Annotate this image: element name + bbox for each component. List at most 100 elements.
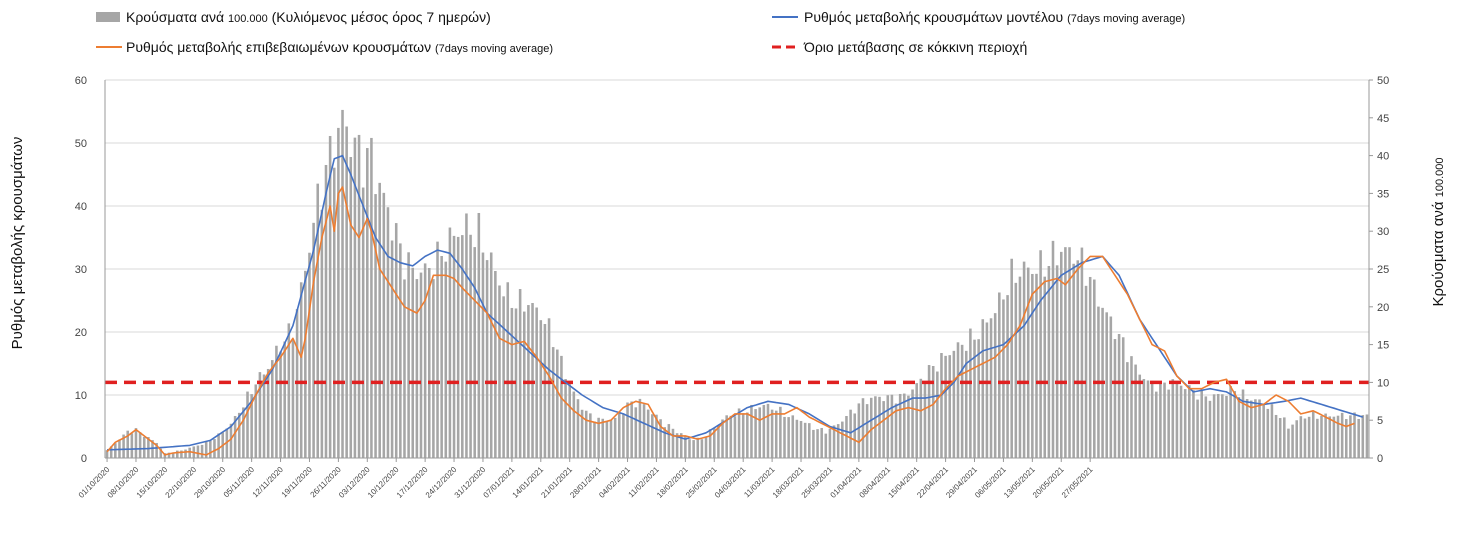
y-right-tick-label: 0 [1377, 453, 1383, 465]
bar [791, 415, 795, 458]
bar [1332, 416, 1336, 458]
bar [869, 397, 873, 458]
bar [403, 279, 406, 458]
bar [766, 403, 770, 458]
bar [836, 424, 840, 458]
bar [808, 423, 811, 458]
bar [114, 443, 117, 458]
bar [1258, 399, 1261, 458]
bar [915, 383, 918, 458]
bar [733, 416, 737, 458]
bar [679, 433, 683, 458]
bar [671, 428, 675, 458]
bar [440, 255, 443, 458]
bar [568, 384, 571, 458]
bar [258, 372, 262, 458]
bar [291, 339, 295, 458]
y-right-tick-label: 35 [1377, 188, 1389, 200]
bar [1105, 312, 1108, 458]
bar [357, 134, 361, 458]
y-left-title: Ρυθμός μεταβολής κρουσμάτων [9, 137, 26, 350]
bar [522, 311, 526, 458]
bar [675, 433, 679, 458]
bar [556, 349, 559, 458]
bar [246, 391, 249, 458]
bar [998, 292, 1001, 458]
bar [287, 323, 291, 458]
bar [931, 365, 935, 458]
bar [936, 371, 939, 458]
bar [551, 347, 555, 458]
bar [423, 263, 427, 458]
bar [237, 412, 241, 458]
bar [1291, 424, 1294, 458]
bar [283, 341, 286, 458]
y-right-tick-label: 45 [1377, 113, 1389, 125]
bar [1006, 295, 1009, 458]
bar [754, 409, 757, 458]
bar [188, 447, 191, 458]
bar [1002, 299, 1005, 458]
y-right-tick-label: 30 [1377, 226, 1389, 238]
bar [886, 395, 890, 458]
bar [151, 440, 154, 458]
bar [1109, 316, 1113, 458]
bar [452, 235, 456, 458]
bar [812, 429, 815, 458]
bar [1311, 411, 1315, 458]
bar [638, 398, 642, 458]
bar [923, 381, 927, 458]
bar [774, 410, 778, 458]
bar [184, 449, 187, 458]
bar [973, 339, 976, 458]
bar [1274, 414, 1278, 458]
gridlines [105, 79, 1369, 459]
y-right-tick-label: 40 [1377, 151, 1389, 163]
bar [630, 401, 633, 458]
bar [1316, 418, 1319, 458]
bar [142, 436, 146, 458]
bar [1188, 385, 1191, 458]
bar [729, 415, 733, 458]
bar [845, 416, 848, 458]
bar [989, 318, 993, 458]
bar [1249, 400, 1253, 458]
line-series [105, 154, 1369, 456]
bar [1328, 416, 1332, 458]
bar [948, 355, 952, 458]
bar [1262, 405, 1265, 458]
bar [832, 425, 836, 458]
y-left-tick-label: 60 [75, 75, 87, 87]
bar [1175, 382, 1179, 458]
bar [427, 267, 431, 458]
y-right-tick-label: 25 [1377, 264, 1389, 276]
bar [1134, 364, 1137, 458]
bar [345, 126, 348, 458]
bar [1196, 399, 1199, 458]
bar [337, 127, 340, 459]
bar [1225, 395, 1228, 458]
bar [597, 417, 600, 458]
x-tick-label: 27/05/2021 [1060, 465, 1095, 500]
bar [159, 448, 163, 458]
bar [911, 389, 914, 458]
bar [762, 404, 766, 458]
bar [134, 428, 138, 458]
bar [1146, 380, 1150, 458]
bar [1345, 419, 1348, 458]
bar [1130, 356, 1133, 458]
bar [378, 182, 381, 458]
bar [1059, 251, 1063, 458]
bar [1295, 420, 1298, 458]
bar [824, 433, 828, 458]
bar [940, 353, 943, 458]
bar [692, 440, 695, 458]
y-left-tick-label: 30 [75, 264, 87, 276]
bar [849, 409, 852, 458]
legend-bars-label: Κρούσματα ανά 100.000 (Κυλιόμενος μέσος … [126, 9, 491, 25]
bar [696, 437, 700, 458]
bar [861, 398, 865, 458]
bar [229, 423, 233, 458]
bar [1064, 247, 1067, 458]
